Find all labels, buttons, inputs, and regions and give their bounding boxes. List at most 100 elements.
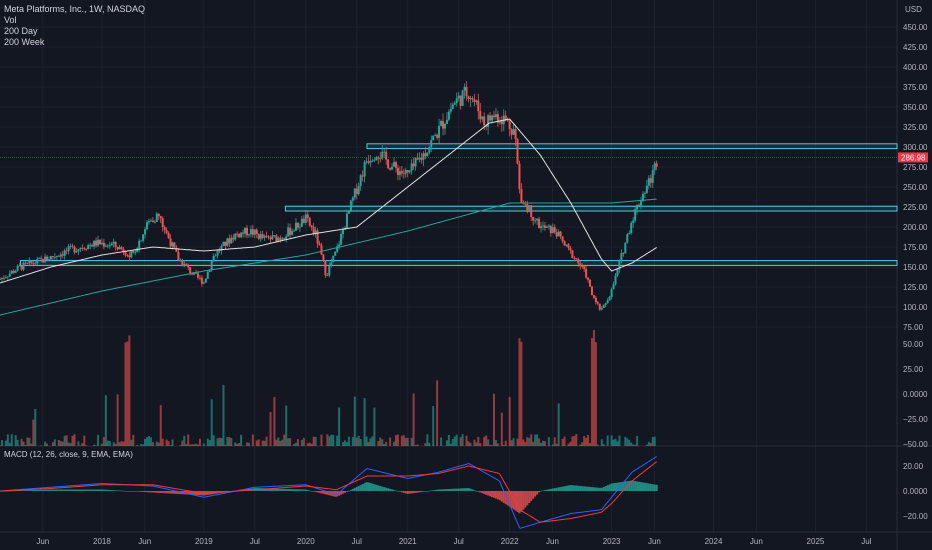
volume-bar-11 (20, 438, 23, 446)
candle-body-216 (422, 153, 425, 160)
candle-body-274 (536, 218, 539, 221)
price-tick-11: 175.00 (903, 243, 928, 252)
volume-bar-245 (479, 443, 482, 446)
macd-hist-254 (496, 491, 499, 500)
volume-bar-102 (198, 438, 201, 446)
macd-hist-71 (138, 491, 141, 492)
last-price-tag: 286.98 (0, 152, 928, 163)
candle-body-207 (404, 170, 407, 174)
volume-bar-52 (100, 443, 103, 446)
price-axis[interactable]: 450.00 425.00 400.00 375.00 350.00 325.00 300.… (903, 23, 928, 521)
macd-hist-294 (575, 485, 578, 491)
price-tick-5: 325.00 (903, 123, 928, 132)
volume-bar-40 (77, 441, 80, 446)
volume-bar-96 (187, 434, 190, 446)
volume-bar-111 (216, 438, 219, 446)
price-tick-3: 375.00 (903, 83, 928, 92)
candle-body-275 (538, 218, 541, 229)
candle-body-244 (477, 100, 480, 112)
macd-hist-269 (526, 491, 529, 506)
volume-bar-167 (326, 434, 329, 446)
macd-hist-297 (581, 486, 584, 491)
candle-body-55 (106, 245, 109, 247)
candle-body-271 (530, 205, 533, 218)
signal-line (0, 461, 658, 523)
candle-body-264 (516, 138, 519, 164)
volume-bar-61 (118, 442, 121, 446)
volume-bar-48 (93, 444, 96, 446)
volume-bar-35 (67, 442, 70, 446)
symbol-title[interactable]: Meta Platforms, Inc., 1W, NASDAQ (4, 4, 146, 14)
macd-hist-151 (294, 489, 297, 491)
legend-volume[interactable]: Vol (4, 15, 17, 25)
macd-hist-137 (267, 488, 270, 491)
macd-hist-263 (514, 491, 517, 511)
macd-hist-303 (592, 487, 595, 491)
candle-body-107 (208, 269, 211, 272)
candle-body-6 (10, 270, 13, 274)
candle-body-177 (345, 213, 348, 228)
volume-bar-150 (293, 444, 296, 446)
candle-body-22 (42, 258, 45, 263)
candle-body-110 (214, 255, 217, 257)
volume-bar-5 (8, 442, 11, 446)
macd-hist-298 (583, 486, 586, 491)
volume-bar-108 (210, 399, 213, 446)
volume-bar-129 (251, 434, 254, 446)
macd-hist-10 (18, 490, 21, 492)
macd-hist-300 (587, 486, 590, 491)
macd-hist-234 (457, 488, 460, 491)
macd-hist-79 (153, 491, 156, 493)
macd-hist-212 (414, 491, 417, 493)
macd-hist-271 (530, 491, 533, 501)
volume-bar-262 (512, 438, 515, 446)
volume-bar-175 (342, 442, 345, 446)
price-tick-8: 250.00 (903, 183, 928, 192)
candle-body-231 (451, 104, 454, 109)
candle-body-284 (555, 232, 558, 237)
candle-body-51 (98, 239, 101, 245)
volume-bar-239 (467, 441, 470, 446)
macd-hist-163 (318, 491, 321, 493)
candle-body-18 (34, 263, 37, 265)
candle-body-67 (130, 251, 133, 258)
candle-body-252 (492, 115, 495, 118)
candle-body-286 (559, 231, 562, 237)
candle-body-109 (212, 256, 215, 262)
candle-body-324 (634, 209, 637, 221)
candle-body-34 (65, 250, 68, 252)
macd-hist-329 (643, 482, 646, 491)
candle-body-23 (44, 256, 47, 263)
candle-body-115 (224, 241, 227, 246)
macd-hist-181 (353, 487, 356, 491)
macd-hist-220 (430, 490, 433, 492)
candle-body-281 (549, 225, 552, 234)
candle-body-232 (453, 103, 456, 105)
candle-body-82 (159, 216, 162, 219)
volume-bar-257 (502, 444, 505, 446)
candle-body-138 (269, 237, 272, 240)
candle-body-226 (442, 121, 445, 129)
legend-200-week[interactable]: 200 Week (4, 37, 45, 47)
volume-bar-290 (567, 443, 570, 446)
currency-label[interactable]: USD (905, 5, 922, 14)
candle-body-268 (524, 203, 527, 205)
macd-hist-86 (167, 491, 170, 494)
macd-legend[interactable]: MACD (12, 26, close, 9, EMA, EMA) (4, 450, 133, 459)
candle-body-131 (255, 229, 258, 234)
volume-bar-253 (494, 440, 497, 446)
price-tick-13: 125.00 (903, 283, 928, 292)
macd-hist-188 (367, 482, 370, 491)
macd-hist-14 (26, 490, 29, 491)
macd-hist-34 (65, 489, 68, 491)
candle-body-129 (251, 229, 254, 235)
candle-body-199 (389, 168, 392, 170)
price-tick-7: 275.00 (903, 163, 928, 172)
legend-200-day[interactable]: 200 Day (4, 26, 38, 36)
macd-hist-237 (463, 488, 466, 491)
macd-hist-15 (28, 490, 31, 491)
volume-bar-94 (183, 435, 186, 446)
time-axis[interactable]: Jun 2018 Jun 2019 Jul 2020 Jul 2021 Jul 2022 Jun 20… (36, 537, 871, 546)
volume-bar-164 (320, 434, 323, 446)
